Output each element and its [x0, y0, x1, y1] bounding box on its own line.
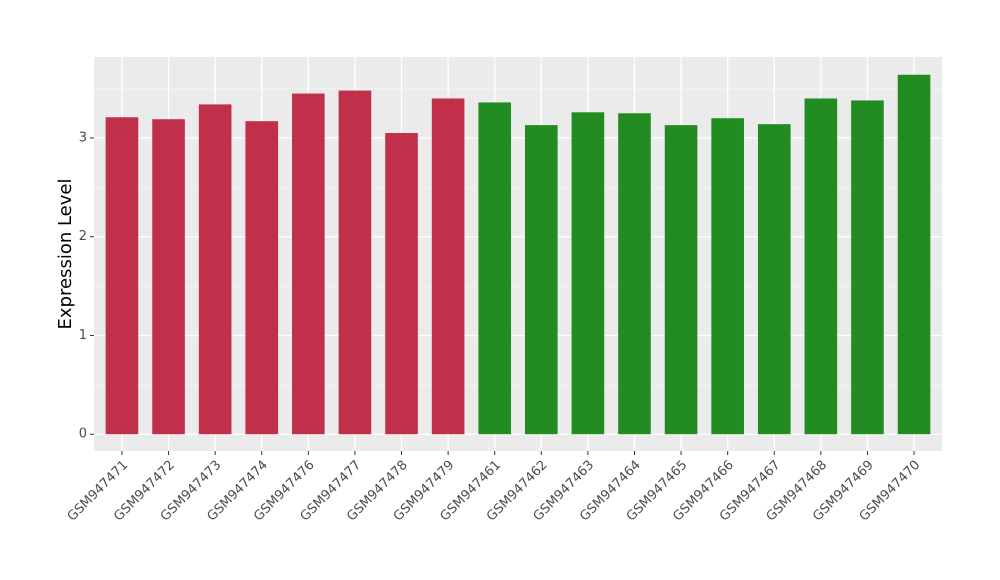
- y-tick-label: 2: [79, 229, 87, 244]
- bar: [711, 118, 744, 435]
- bar: [478, 102, 512, 435]
- bar: [897, 74, 931, 435]
- panel: [94, 57, 942, 451]
- bar: [757, 124, 791, 435]
- bar: [292, 93, 325, 435]
- bar: [431, 98, 465, 435]
- bar: [385, 133, 418, 435]
- bar: [524, 125, 558, 435]
- y-axis-title: Expression Level: [55, 179, 76, 330]
- bar: [664, 125, 698, 435]
- bar: [105, 117, 139, 435]
- bar: [618, 113, 651, 435]
- bar: [338, 90, 372, 435]
- bar: [198, 104, 232, 435]
- y-tick-label: 0: [79, 427, 87, 442]
- y-tick-label: 3: [79, 130, 87, 145]
- bar: [851, 100, 884, 435]
- bar: [571, 112, 605, 435]
- bar: [804, 98, 838, 435]
- bar: [152, 119, 185, 435]
- bar: [245, 121, 279, 435]
- y-tick-label: 1: [79, 328, 87, 343]
